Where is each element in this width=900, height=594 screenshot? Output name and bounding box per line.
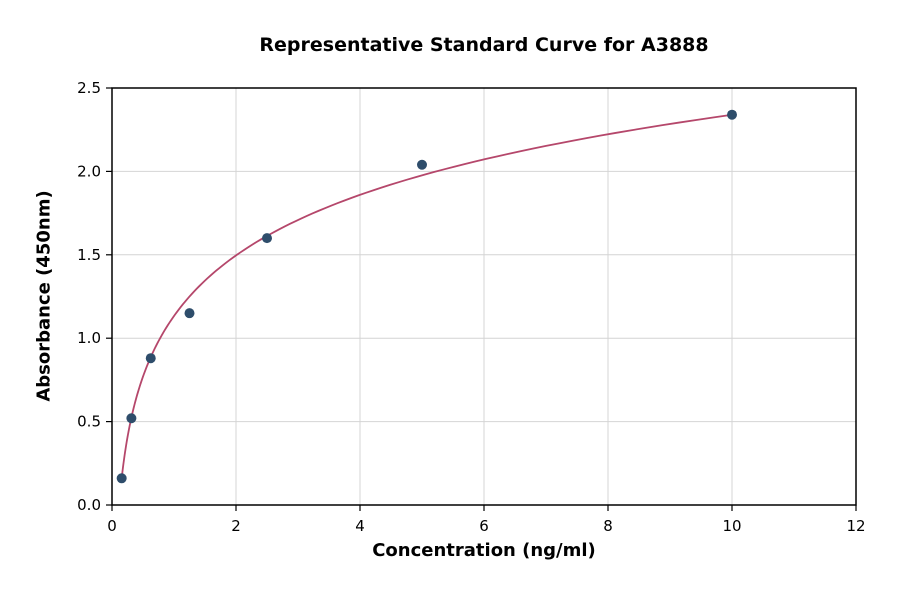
data-point	[727, 109, 737, 120]
y-tick-label: 1.0	[77, 329, 101, 347]
x-tick-label: 6	[479, 517, 489, 535]
y-tick-label: 2.0	[77, 162, 101, 180]
x-tick-label: 4	[355, 517, 365, 535]
x-tick-label: 2	[231, 517, 241, 535]
x-tick-label: 10	[722, 517, 741, 535]
y-tick-label: 0.0	[77, 496, 101, 514]
x-axis-label: Concentration (ng/ml)	[372, 540, 596, 561]
x-tick-label: 8	[603, 517, 613, 535]
data-point	[262, 233, 272, 244]
x-tick-label: 0	[107, 517, 117, 535]
y-tick-label: 1.5	[77, 246, 101, 264]
x-tick-label: 12	[846, 517, 865, 535]
y-tick-label: 2.5	[77, 79, 101, 97]
y-tick-label: 0.5	[77, 413, 101, 431]
data-point	[184, 308, 195, 319]
data-point	[145, 353, 156, 364]
fit-curve	[120, 113, 733, 479]
data-point	[417, 159, 427, 170]
data-point	[116, 473, 127, 484]
chart-title: Representative Standard Curve for A3888	[259, 34, 709, 56]
data-point	[126, 413, 137, 424]
